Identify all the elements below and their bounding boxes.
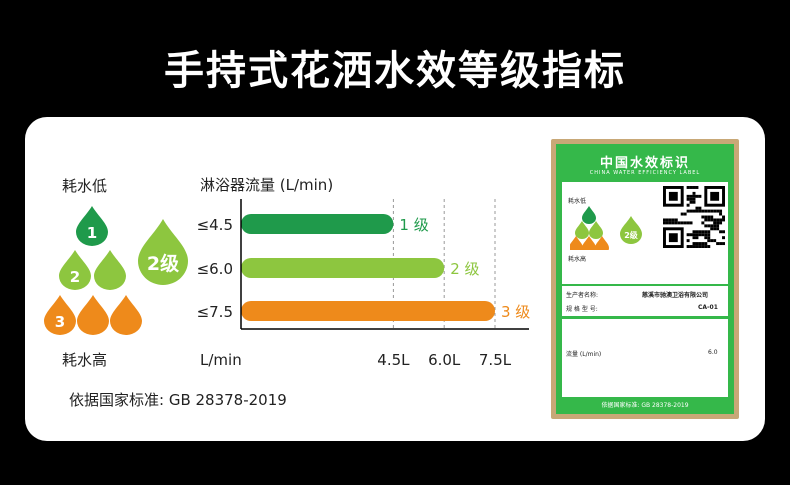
label-inner: 中国水效标识 CHINA WATER EFFICIENCY LABEL 耗水低 … <box>556 144 734 414</box>
category-label: ≤6.0 <box>197 260 233 278</box>
water-efficiency-label: 中国水效标识 CHINA WATER EFFICIENCY LABEL 耗水低 … <box>551 139 739 419</box>
flow-value: 6.0 <box>708 349 718 356</box>
low-consumption-label: 耗水低 <box>62 177 108 195</box>
drop-1-number: 1 <box>87 224 97 242</box>
label-heading: 中国水效标识 <box>599 156 690 171</box>
drop-3-number: 3 <box>55 313 65 331</box>
label-low: 耗水低 <box>568 198 587 205</box>
label-level-drop-icon: 2级 <box>620 216 642 244</box>
label-high: 耗水高 <box>568 256 587 263</box>
maker-value: 慈溪市驰澳卫浴有限公司 <box>642 292 709 299</box>
bar-level-3 <box>241 301 495 321</box>
label-subheading: CHINA WATER EFFICIENCY LABEL <box>589 170 701 176</box>
bar-label: 1 级 <box>399 216 428 234</box>
model-value: CA-01 <box>698 304 718 311</box>
x-tick-label: 6.0L <box>428 351 461 369</box>
flow-key: 流量 (L/min) <box>566 351 602 358</box>
page-title: 手持式花洒水效等级指标 <box>164 48 626 94</box>
bar-label: 2 级 <box>450 260 479 278</box>
bar-label: 3 级 <box>501 303 530 321</box>
chart-title: 淋浴器流量 (L/min) <box>200 176 333 194</box>
level-3-drop-icon: 3 <box>44 295 76 335</box>
x-tick-label: 4.5L <box>377 351 410 369</box>
label-drops-icon <box>570 206 609 250</box>
level-2-drop-icon-b <box>94 250 126 290</box>
bar-level-2 <box>241 258 445 278</box>
current-level-text: 2级 <box>147 252 179 275</box>
label-flow-box: 流量 (L/min) 6.0 <box>562 319 728 397</box>
level-1-drop-icon: 1 <box>76 206 108 246</box>
standard-reference: 依据国家标准: GB 28378-2019 <box>69 391 287 409</box>
category-label: ≤4.5 <box>197 216 233 234</box>
bar-level-1 <box>241 214 394 234</box>
efficiency-card: 耗水低 耗水高 1 2 3 2级 淋浴器流量 (L/min) ≤4.5 1 级 ≤6… <box>25 117 765 441</box>
qr-code-icon <box>663 186 725 248</box>
label-level-box: 耗水低 2级 耗水高 <box>562 182 728 284</box>
label-footer: 依据国家标准: GB 28378-2019 <box>601 402 689 409</box>
x-tick-label: 7.5L <box>479 351 512 369</box>
label-level-text: 2级 <box>624 230 639 240</box>
level-3-drop-icon-c <box>110 295 142 335</box>
category-label: ≤7.5 <box>197 303 233 321</box>
model-key: 规 格 型 号: <box>566 306 598 313</box>
maker-key: 生产者名称: <box>566 292 599 299</box>
drop-2-number: 2 <box>70 268 80 286</box>
current-level-drop-icon: 2级 <box>138 219 188 285</box>
x-unit-label: L/min <box>200 351 242 369</box>
high-consumption-label: 耗水高 <box>62 351 108 369</box>
label-info-box: 生产者名称: 慈溪市驰澳卫浴有限公司 规 格 型 号: CA-01 <box>562 286 728 316</box>
level-2-drop-icon: 2 <box>59 250 91 290</box>
level-3-drop-icon-b <box>77 295 109 335</box>
flow-rate-chart: 淋浴器流量 (L/min) ≤4.5 1 级 ≤6.0 2 级 ≤7.5 3 级 L/mi… <box>197 176 531 369</box>
